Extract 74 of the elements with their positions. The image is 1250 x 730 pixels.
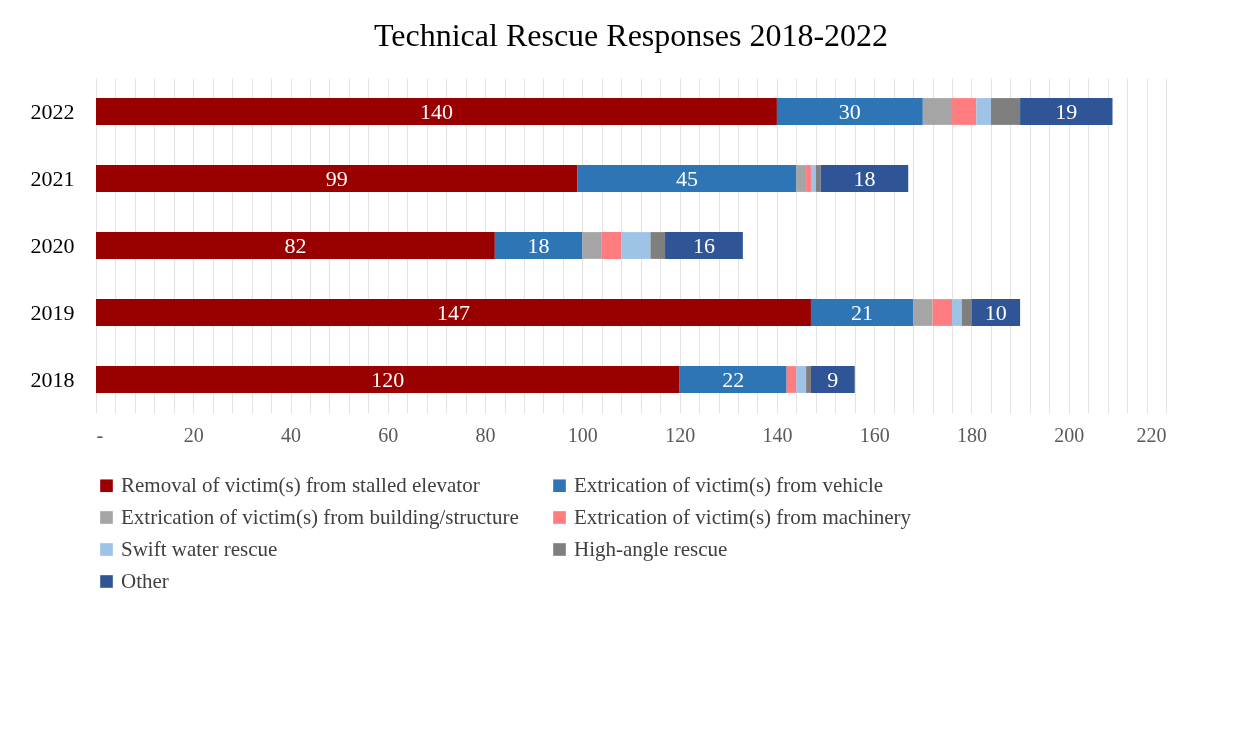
bar (679, 366, 787, 393)
y-tick-label: 2021 (30, 165, 75, 191)
bar (913, 299, 933, 326)
data-label: 22 (722, 366, 745, 392)
bar (815, 165, 821, 192)
legend-label: Swift water rescue (121, 536, 278, 561)
bar (577, 165, 797, 192)
y-tick-label: 2022 (30, 98, 75, 124)
x-tick-label: 20 (183, 423, 204, 446)
bar (786, 366, 797, 393)
data-label: 10 (984, 299, 1007, 325)
bar (922, 98, 952, 125)
data-label: 18 (527, 232, 550, 258)
x-tick-label: 40 (281, 423, 302, 446)
y-tick-label: 2018 (30, 366, 75, 392)
bar (976, 98, 991, 125)
bar (96, 98, 777, 125)
bar (650, 232, 666, 259)
bar (810, 366, 855, 393)
data-label: 147 (436, 299, 470, 325)
data-label: 82 (284, 232, 307, 258)
legend-label: Other (121, 568, 169, 593)
bar (952, 98, 977, 125)
data-label: 45 (675, 165, 698, 191)
bar (96, 232, 495, 259)
data-label: 9 (827, 366, 839, 392)
legend-label: High-angle rescue (574, 536, 728, 561)
chart-title: Technical Rescue Responses 2018-2022 (373, 17, 889, 53)
legend-label: Extrication of victim(s) from building/structure (121, 504, 519, 529)
bar (932, 299, 952, 326)
bar (971, 299, 1021, 326)
bar (601, 232, 622, 259)
bar (621, 232, 651, 259)
bar (96, 366, 680, 393)
bar (776, 98, 923, 125)
legend-label: Removal of victim(s) from stalled elevator (121, 472, 480, 497)
bar (494, 232, 583, 259)
x-tick-label: 80 (475, 423, 496, 446)
data-label: 18 (853, 165, 876, 191)
x-tick-label: 200 (1054, 423, 1085, 446)
bar (796, 165, 807, 192)
x-tick-label: 180 (956, 423, 987, 446)
legend-label: Extrication of victim(s) from vehicle (574, 472, 884, 497)
bar (810, 165, 816, 192)
x-tick-label: 140 (762, 423, 793, 446)
bar (961, 299, 972, 326)
data-label: 21 (851, 299, 874, 325)
bar (806, 366, 811, 393)
x-tick-label: 160 (859, 423, 890, 446)
bar (1020, 98, 1113, 125)
bar (582, 232, 602, 259)
bar (796, 366, 807, 393)
x-tick-label: 100 (567, 423, 598, 446)
bar (952, 299, 962, 326)
data-label: 19 (1055, 98, 1078, 124)
bar (820, 165, 909, 192)
y-tick-label: 2019 (30, 299, 75, 325)
data-label: 99 (325, 165, 348, 191)
data-label: 120 (371, 366, 405, 392)
bar (665, 232, 743, 259)
bar (810, 299, 914, 326)
bar (96, 299, 811, 326)
bar (990, 98, 1021, 125)
bar (806, 165, 811, 192)
x-tick-label: 220 (1136, 423, 1167, 446)
data-label: 16 (692, 232, 715, 258)
bar (96, 165, 578, 192)
x-tick-label: 60 (378, 423, 399, 446)
data-label: 140 (419, 98, 453, 124)
data-label: 30 (838, 98, 861, 124)
x-tick-label: - (96, 423, 104, 446)
legend-label: Extrication of victim(s) from machinery (574, 504, 912, 529)
x-tick-label: 120 (665, 423, 696, 446)
y-tick-label: 2020 (30, 232, 75, 258)
